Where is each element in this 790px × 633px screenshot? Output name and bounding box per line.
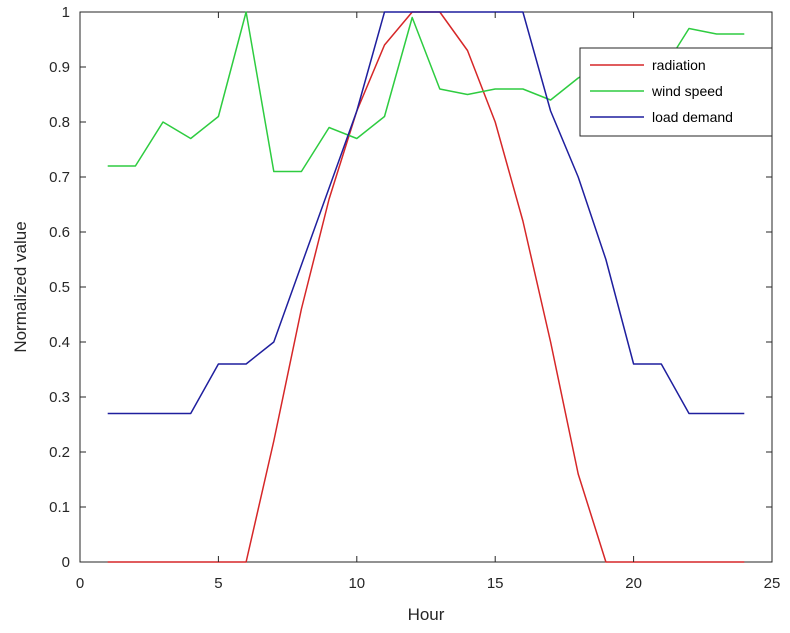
y-tick-label: 0.6 (49, 224, 70, 241)
x-tick-label: 15 (487, 575, 504, 592)
y-axis-label: Normalized value (11, 221, 30, 352)
x-tick-label: 25 (764, 575, 781, 592)
y-tick-label: 0.8 (49, 114, 70, 131)
legend-entry: load demand (652, 109, 733, 125)
x-tick-label: 10 (348, 575, 365, 592)
y-tick-label: 0.4 (49, 334, 70, 351)
legend-box (579, 47, 773, 137)
ticks-layer: 0 5 10 15 20 25 0 0.1 0.2 0.3 0.4 0.5 0.6 0.7 0.8 0.9 1 (49, 4, 780, 592)
legend-entry: radiation (652, 57, 706, 73)
y-tick-label: 0 (62, 554, 70, 571)
y-tick-label: 0.1 (49, 499, 70, 516)
y-tick-label: 0.7 (49, 169, 70, 186)
x-tick-label: 5 (214, 575, 222, 592)
y-tick-label: 0.9 (49, 59, 70, 76)
x-axis-label: Hour (408, 605, 445, 624)
y-tick-label: 0.2 (49, 444, 70, 461)
y-tick-label: 0.5 (49, 279, 70, 296)
x-tick-label: 20 (625, 575, 642, 592)
series-line-load-demand (107, 11, 745, 415)
legend: radiation wind speed load demand (579, 47, 773, 137)
y-tick-label: 0.3 (49, 389, 70, 406)
y-tick-label: 1 (62, 4, 70, 21)
legend-entry: wind speed (651, 83, 723, 99)
x-tick-label: 0 (76, 575, 84, 592)
